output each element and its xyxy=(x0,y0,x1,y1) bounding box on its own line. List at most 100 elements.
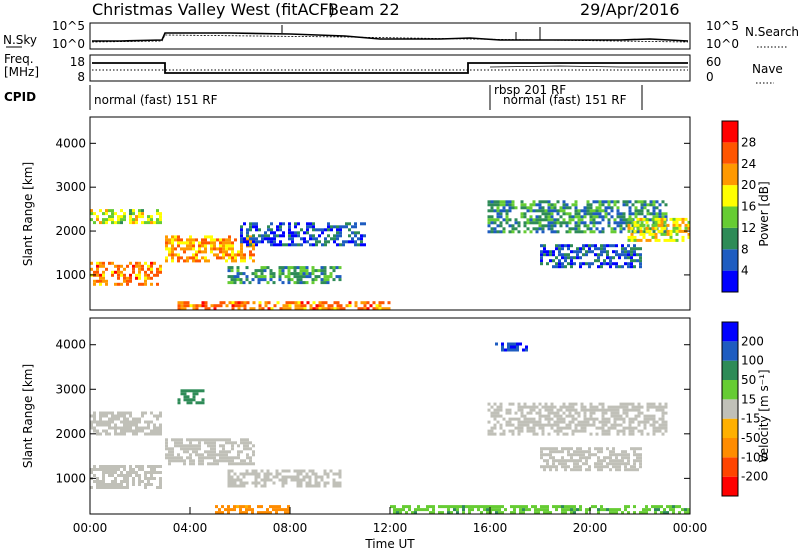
data-cell-band-4 xyxy=(335,484,339,488)
data-cell-band-8 xyxy=(594,453,597,457)
data-cell-band-7 xyxy=(637,405,641,409)
data-cell-band-4 xyxy=(302,475,306,479)
data-cell-band-8 xyxy=(627,229,631,233)
data-cell-band-5 xyxy=(312,307,316,311)
data-cell-band-3 xyxy=(335,266,339,270)
data-cell-band-7 xyxy=(538,423,542,427)
data-cell-band-6 xyxy=(493,218,497,222)
data-cell-band-3 xyxy=(296,275,300,279)
data-cell-band-2 xyxy=(171,238,174,242)
data-cell-band-1 xyxy=(156,465,159,468)
data-cell-band-5 xyxy=(234,301,238,305)
data-cell-band-0 xyxy=(114,429,117,433)
data-cell-band-0 xyxy=(117,218,120,222)
data-cell-band-7 xyxy=(493,426,497,430)
data-cell-band-4 xyxy=(339,243,342,247)
data-cell-band-4 xyxy=(308,484,312,488)
data-cell-band-4 xyxy=(242,475,246,479)
data-cell-band-9 xyxy=(564,508,567,512)
data-cell-band-5 xyxy=(264,301,268,305)
data-cell-band-7 xyxy=(652,432,656,436)
data-cell-band-0 xyxy=(156,429,159,433)
data-cell-band-9 xyxy=(426,508,429,512)
data-cell-band-6 xyxy=(541,218,545,222)
data-cell-band-4 xyxy=(267,234,270,238)
data-cell-band-3 xyxy=(287,281,291,285)
data-cell-band-7 xyxy=(571,414,575,418)
data-cell-band-2 xyxy=(201,453,204,457)
data-cell-band-0 xyxy=(138,212,141,216)
data-cell-band-2 xyxy=(243,438,246,442)
data-cell-band-2 xyxy=(237,462,240,466)
data-cell-band-6 xyxy=(565,221,569,225)
data-cell-band-6 xyxy=(511,230,515,234)
data-cell-band-8 xyxy=(648,238,652,242)
data-cell-band-9 xyxy=(687,511,690,515)
data-cell-band-4 xyxy=(285,243,288,247)
data-cell-band-7 xyxy=(544,402,548,406)
data-cell-band-8 xyxy=(579,459,582,463)
data-cell-band-6 xyxy=(516,345,519,349)
data-cell-band-3 xyxy=(177,401,181,405)
data-cell-band-2 xyxy=(192,462,195,466)
data-cell-band-6 xyxy=(601,218,605,222)
data-cell-band-2 xyxy=(177,253,180,257)
data-cell-band-7 xyxy=(553,429,557,433)
data-cell-band-5 xyxy=(287,511,290,515)
data-cell-band-7 xyxy=(630,250,633,254)
data-cell-band-7 xyxy=(546,253,549,257)
data-cell-band-7 xyxy=(615,265,618,269)
data-cell-band-6 xyxy=(574,212,578,216)
data-cell-band-7 xyxy=(619,417,623,421)
data-cell-band-1 xyxy=(102,474,105,477)
data-cell-band-8 xyxy=(546,459,549,463)
data-cell-band-1 xyxy=(138,264,141,268)
data-cell-band-3 xyxy=(320,281,324,285)
data-cell-band-7 xyxy=(517,420,521,424)
data-cell-band-9 xyxy=(450,511,453,515)
data-cell-band-7 xyxy=(606,250,609,254)
data-cell-band-9 xyxy=(546,505,549,509)
data-cell-band-6 xyxy=(625,224,629,228)
data-cell-band-6 xyxy=(541,212,545,216)
data-cell-band-6 xyxy=(529,209,533,213)
data-cell-band-9 xyxy=(447,511,450,515)
data-cell-band-5 xyxy=(315,307,319,311)
data-cell-band-4 xyxy=(240,234,243,238)
data-cell-band-1 xyxy=(126,486,129,489)
data-cell-band-8 xyxy=(675,217,679,221)
data-cell-band-7 xyxy=(568,420,572,424)
data-cell-band-6 xyxy=(592,230,596,234)
data-cell-band-2 xyxy=(219,459,222,463)
data-cell-band-7 xyxy=(558,259,561,263)
data-cell-band-1 xyxy=(159,267,162,271)
data-cell-band-6 xyxy=(634,200,638,204)
data-cell-band-0 xyxy=(156,218,159,222)
data-cell-band-7 xyxy=(540,256,543,260)
data-cell-band-7 xyxy=(517,432,521,436)
data-cell-band-7 xyxy=(607,432,611,436)
data-cell-band-2 xyxy=(192,438,195,442)
data-cell-band-6 xyxy=(520,203,524,207)
data-cell-band-0 xyxy=(147,426,150,430)
data-cell-band-7 xyxy=(588,247,591,251)
data-cell-band-2 xyxy=(228,459,231,463)
data-cell-band-9 xyxy=(609,508,612,512)
data-cell-band-6 xyxy=(598,200,602,204)
data-cell-band-6 xyxy=(544,218,548,222)
data-cell-band-2 xyxy=(198,259,201,263)
data-cell-band-8 xyxy=(594,447,597,451)
data-cell-band-6 xyxy=(502,206,506,210)
data-cell-band-7 xyxy=(582,262,585,266)
data-cell-band-7 xyxy=(544,423,548,427)
data-cell-band-7 xyxy=(624,256,627,260)
data-cell-band-6 xyxy=(550,218,554,222)
data-cell-band-0 xyxy=(132,218,135,222)
data-cell-band-5 xyxy=(227,511,230,515)
data-cell-band-7 xyxy=(541,426,545,430)
data-cell-band-4 xyxy=(303,231,306,235)
data-cell-band-7 xyxy=(585,262,588,266)
data-cell-band-2 xyxy=(219,250,222,254)
data-cell-band-9 xyxy=(414,511,417,515)
data-cell-band-9 xyxy=(495,511,498,515)
